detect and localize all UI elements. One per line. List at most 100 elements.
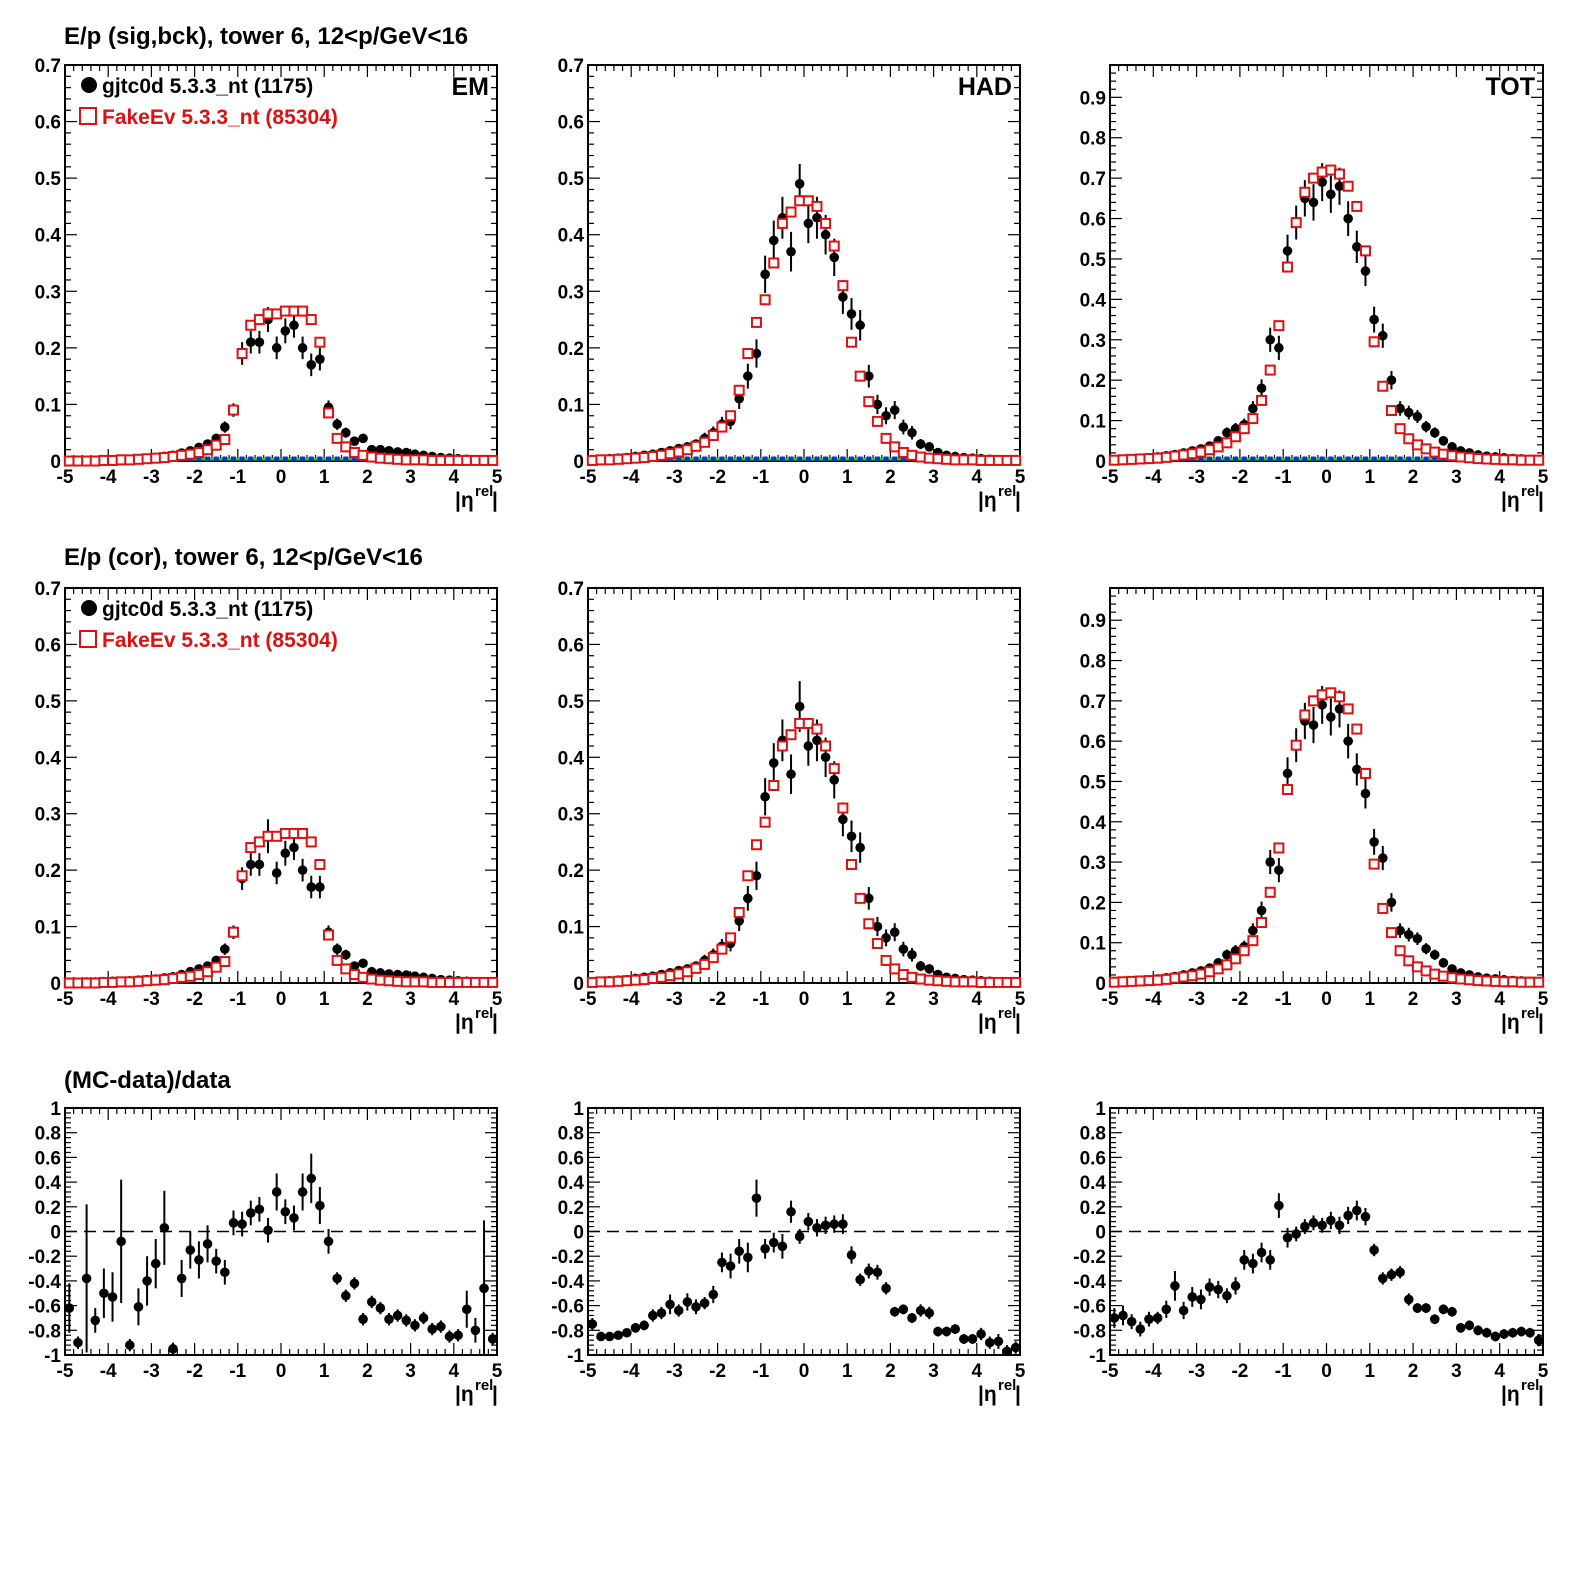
x-tick-label: -2 xyxy=(709,467,726,488)
x-axis-label: |η xyxy=(1501,489,1520,512)
data-point xyxy=(915,961,926,971)
background-marker xyxy=(892,456,898,462)
data-point xyxy=(220,1267,230,1278)
data-point xyxy=(306,1173,317,1184)
data-point xyxy=(708,1289,719,1300)
x-tick-label: -4 xyxy=(623,1361,640,1382)
data-point xyxy=(1144,1314,1154,1324)
y-tick-label: 0.9 xyxy=(1080,611,1106,632)
y-tick-label: 0.8 xyxy=(1080,652,1106,673)
data-point xyxy=(1282,1232,1293,1243)
mc-marker xyxy=(699,958,711,970)
data-point xyxy=(855,842,865,853)
mc-marker xyxy=(837,802,849,814)
data-point xyxy=(1282,246,1293,256)
y-tick-label: 0.4 xyxy=(558,226,585,247)
data-point xyxy=(786,246,796,257)
data-point xyxy=(479,1283,489,1294)
y-tick-label: 0.4 xyxy=(558,748,585,769)
data-point xyxy=(820,1220,831,1231)
data-point xyxy=(254,337,265,348)
y-tick-label: 0.2 xyxy=(558,861,584,882)
data-point xyxy=(90,1315,101,1326)
mc-marker xyxy=(768,257,780,269)
y-tick-label: 0.2 xyxy=(35,339,61,360)
x-tick-label: -3 xyxy=(143,467,160,488)
mc-marker xyxy=(811,723,823,735)
y-tick-label: 0.2 xyxy=(1080,1198,1106,1219)
x-tick-label: 4 xyxy=(972,467,983,488)
data-point xyxy=(760,791,770,802)
y-tick-label: -0.6 xyxy=(1073,1297,1106,1318)
data-point xyxy=(1161,1304,1172,1315)
data-point xyxy=(1256,1247,1267,1258)
data-point xyxy=(289,842,299,853)
data-point xyxy=(427,1324,438,1334)
background-marker xyxy=(840,456,846,462)
background-marker xyxy=(1233,456,1239,462)
data-point xyxy=(794,701,805,712)
mc-marker xyxy=(802,195,814,207)
data-point xyxy=(1265,857,1276,867)
y-tick-label: 0.5 xyxy=(35,692,62,713)
mc-marker xyxy=(880,432,892,444)
mc-marker xyxy=(1186,970,1198,982)
mc-marker xyxy=(253,836,265,848)
data-point xyxy=(280,326,291,336)
legend: gjtc0d 5.3.3_nt (1175) FakeEv 5.3.3_nt (8… xyxy=(79,75,338,129)
mc-marker xyxy=(1437,970,1449,982)
mc-marker xyxy=(1429,446,1441,458)
data-point xyxy=(1230,1281,1241,1291)
data-point xyxy=(1395,925,1405,936)
mc-marker xyxy=(323,929,335,941)
data-point xyxy=(1343,213,1353,224)
mc-marker xyxy=(1507,976,1519,988)
data-point xyxy=(1525,1327,1535,1338)
data-point xyxy=(1204,1282,1215,1292)
mc-marker xyxy=(305,314,317,326)
data-point xyxy=(306,882,317,892)
x-tick-label: -3 xyxy=(666,989,683,1010)
background-marker xyxy=(702,456,708,462)
data-point xyxy=(872,399,883,410)
data-point xyxy=(487,1334,498,1344)
panel-tag: EM xyxy=(452,73,490,101)
data-point xyxy=(820,229,831,240)
data-point xyxy=(751,1193,762,1203)
mc-marker xyxy=(1230,953,1242,965)
x-tick-label: -3 xyxy=(143,1361,160,1382)
mc-marker xyxy=(1420,443,1432,455)
y-tick-label: 0.2 xyxy=(558,339,584,360)
mc-marker xyxy=(1455,451,1467,463)
data-point xyxy=(587,1319,598,1329)
x-tick-label: -5 xyxy=(580,989,597,1010)
x-tick-label: 4 xyxy=(449,1361,460,1382)
data-point xyxy=(760,1243,770,1254)
x-tick-label: 4 xyxy=(449,989,460,1010)
background-marker xyxy=(1293,456,1299,462)
x-tick-label: 1 xyxy=(1365,989,1376,1010)
data-point xyxy=(228,1218,239,1228)
background-marker xyxy=(1302,456,1308,462)
data-point xyxy=(1300,1221,1310,1232)
x-tick-label: 3 xyxy=(928,1361,939,1382)
data-point xyxy=(1447,442,1457,452)
y-tick-label: -0.6 xyxy=(551,1297,584,1318)
data-point xyxy=(656,1308,667,1318)
data-point xyxy=(1239,1255,1250,1265)
data-point xyxy=(993,1336,1004,1347)
data-point xyxy=(297,343,308,353)
x-axis-label-end: | xyxy=(1538,1383,1544,1406)
data-point xyxy=(297,865,308,875)
data-point xyxy=(1429,1314,1440,1324)
data-point xyxy=(803,218,814,229)
data-point xyxy=(1222,949,1232,960)
data-point xyxy=(1455,1323,1466,1333)
mc-marker xyxy=(1463,974,1475,986)
data-point xyxy=(717,1257,727,1268)
data-point xyxy=(410,1320,420,1331)
data-point xyxy=(1010,1342,1021,1353)
data-point xyxy=(768,235,779,246)
mc-marker xyxy=(1160,973,1172,985)
plot-8: -5 -4 -3 -2 -1 0 1 2 3 4 5 -1 -0.8 -0.6 -0.4 -0.2 0 0.2 0.… xyxy=(551,1099,1025,1406)
